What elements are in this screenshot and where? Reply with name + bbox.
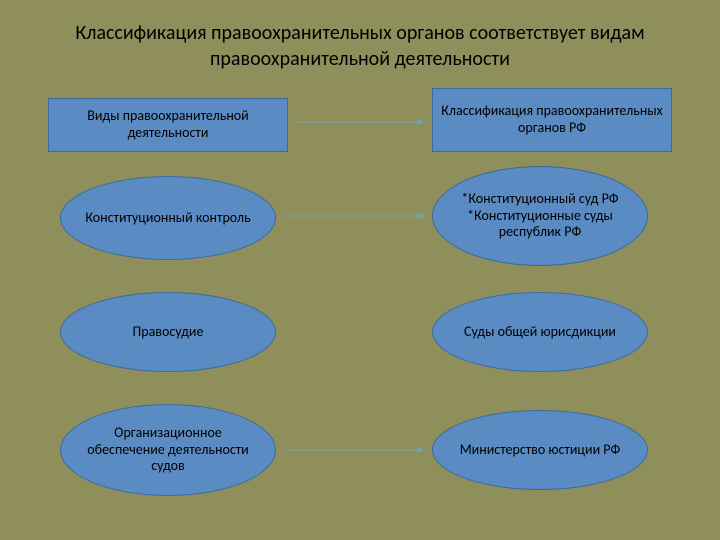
- constitutional-courts-label: *Конституционный суд РФ*Конституционные …: [451, 191, 629, 241]
- justice-ellipse: Правосудие: [60, 292, 276, 372]
- constitutional-control-label: Конституционный контроль: [85, 210, 250, 227]
- constitutional-control-ellipse: Конституционный контроль: [60, 176, 276, 260]
- org-support-ellipse: Организационное обеспечение деятельности…: [60, 404, 276, 496]
- classification-header-box: Классификация правоохранительных органов…: [432, 88, 672, 152]
- constitutional-courts-ellipse: *Конституционный суд РФ*Конституционные …: [432, 166, 648, 266]
- types-header-label: Виды правоохранительной деятельности: [55, 108, 281, 142]
- ministry-justice-label: Министерство юстиции РФ: [460, 442, 621, 459]
- classification-header-label: Классификация правоохранительных органов…: [439, 103, 665, 137]
- page-title: Классификация правоохранительных органов…: [0, 0, 720, 80]
- org-support-label: Организационное обеспечение деятельности…: [79, 425, 257, 475]
- general-courts-label: Суды общей юрисдикции: [464, 324, 616, 341]
- types-header-box: Виды правоохранительной деятельности: [48, 98, 288, 152]
- ministry-justice-ellipse: Министерство юстиции РФ: [432, 410, 648, 490]
- general-courts-ellipse: Суды общей юрисдикции: [432, 292, 648, 372]
- justice-label: Правосудие: [133, 324, 204, 341]
